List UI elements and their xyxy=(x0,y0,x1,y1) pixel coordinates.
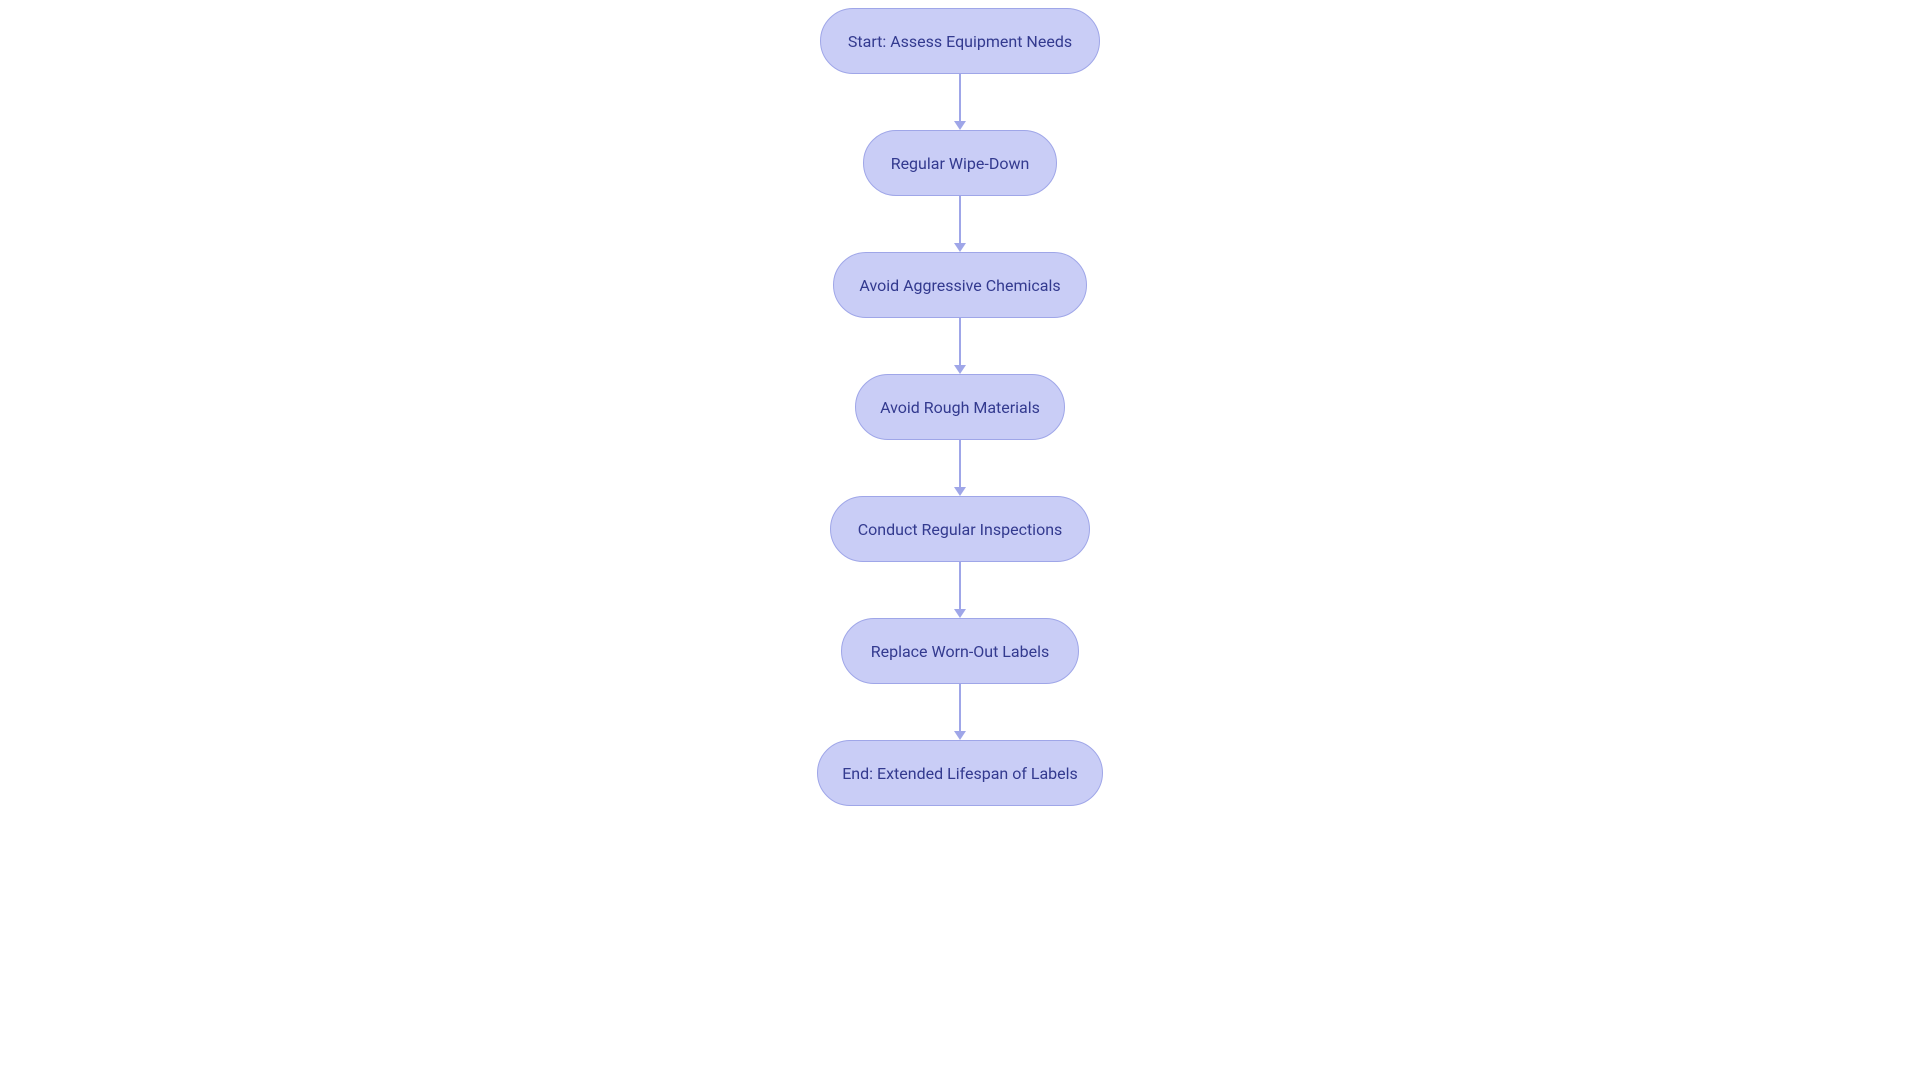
flow-edge-arrowhead xyxy=(954,609,966,618)
flow-node-n6: End: Extended Lifespan of Labels xyxy=(817,740,1103,806)
flow-edge-arrowhead xyxy=(954,243,966,252)
flow-edge-arrowhead xyxy=(954,365,966,374)
flow-node-label: Conduct Regular Inspections xyxy=(858,520,1063,539)
flow-node-n5: Replace Worn-Out Labels xyxy=(841,618,1079,684)
flow-node-n0: Start: Assess Equipment Needs xyxy=(820,8,1100,74)
flow-edge-line xyxy=(959,562,961,609)
flow-node-n1: Regular Wipe-Down xyxy=(863,130,1057,196)
flow-edge-arrowhead xyxy=(954,121,966,130)
flow-edge-line xyxy=(959,440,961,487)
flow-node-label: Replace Worn-Out Labels xyxy=(871,642,1049,661)
flow-node-label: Regular Wipe-Down xyxy=(891,154,1030,173)
flow-node-n4: Conduct Regular Inspections xyxy=(830,496,1090,562)
flow-edge-arrowhead xyxy=(954,731,966,740)
flow-node-n3: Avoid Rough Materials xyxy=(855,374,1065,440)
flow-node-label: End: Extended Lifespan of Labels xyxy=(842,764,1078,783)
flow-node-label: Avoid Rough Materials xyxy=(880,398,1040,417)
flow-node-label: Start: Assess Equipment Needs xyxy=(848,32,1072,51)
flow-edge-line xyxy=(959,196,961,243)
flow-edge-line xyxy=(959,318,961,365)
flow-node-label: Avoid Aggressive Chemicals xyxy=(859,276,1060,295)
flow-edge-line xyxy=(959,684,961,731)
flow-edge-arrowhead xyxy=(954,487,966,496)
flow-edge-line xyxy=(959,74,961,121)
flow-node-n2: Avoid Aggressive Chemicals xyxy=(833,252,1087,318)
